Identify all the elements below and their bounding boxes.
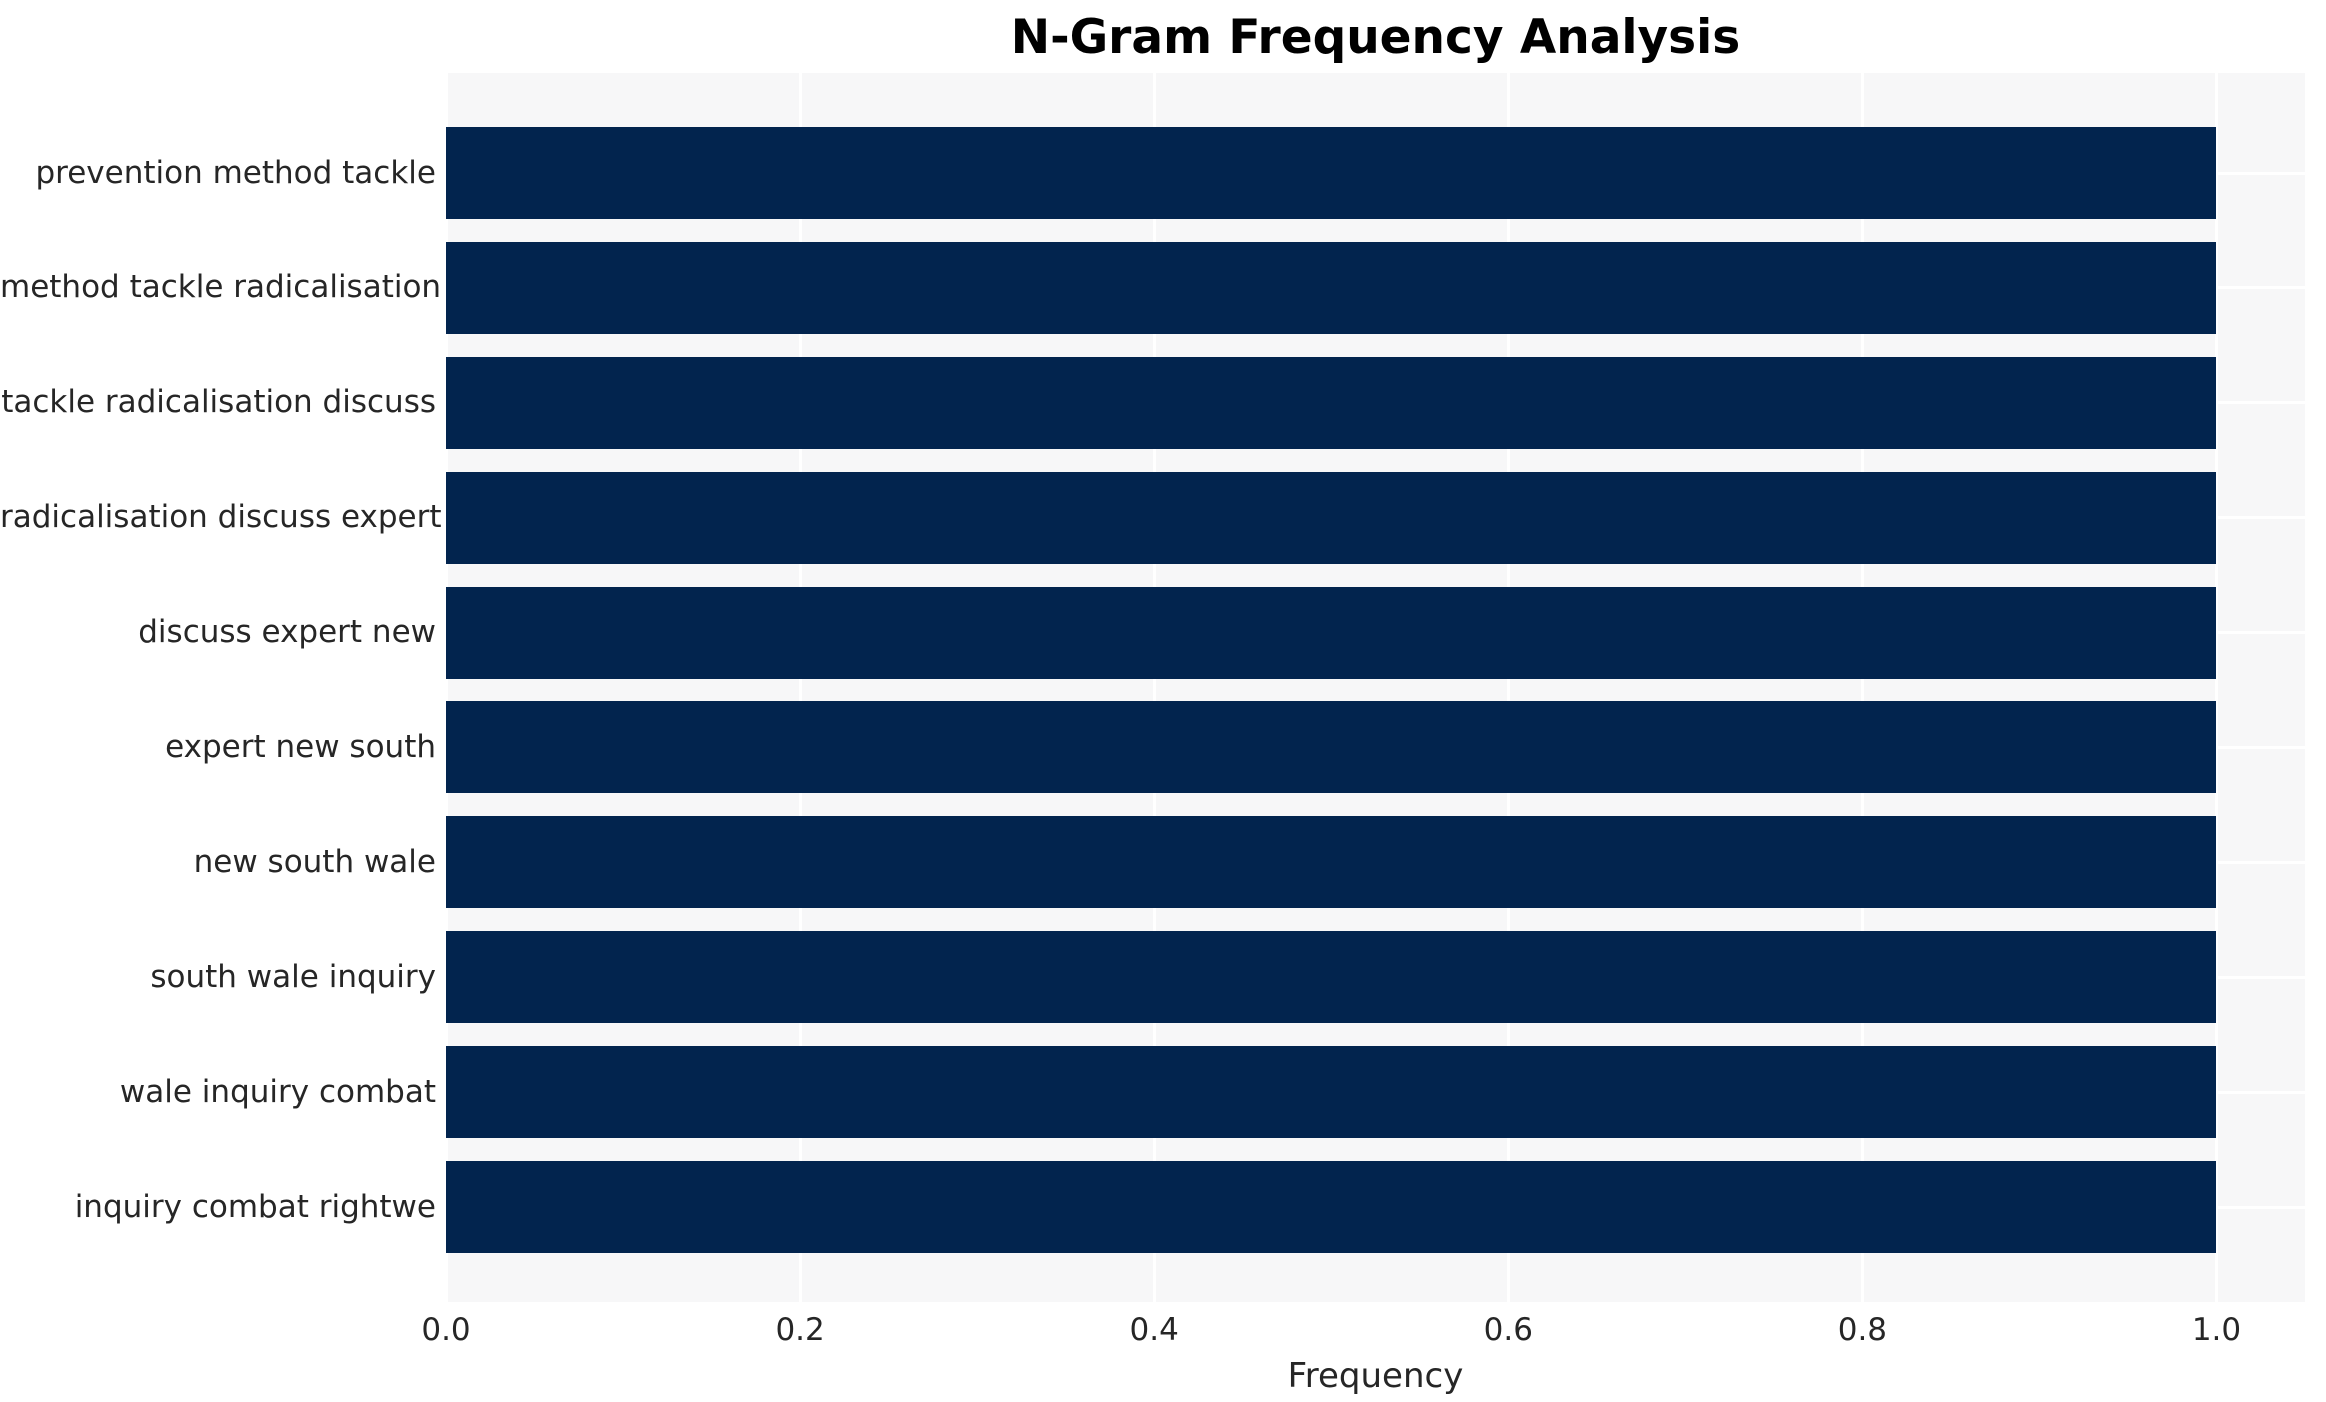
x-axis-label: Frequency bbox=[1287, 1356, 1464, 1396]
y-tick-label: prevention method tackle bbox=[35, 154, 436, 191]
y-tick-label: tackle radicalisation discuss bbox=[1, 384, 436, 421]
bar-6 bbox=[446, 816, 2217, 909]
y-tick-label: expert new south bbox=[165, 728, 436, 765]
x-tick-label: 1.0 bbox=[2191, 1312, 2242, 1348]
x-gridline bbox=[1152, 73, 1156, 1302]
x-tick-label: 0.6 bbox=[1483, 1312, 1533, 1348]
chart-title: N-Gram Frequency Analysis bbox=[1010, 9, 1741, 65]
y-tick-label: new south wale bbox=[193, 843, 436, 880]
y-axis-labels: prevention method tackle method tackle ra… bbox=[0, 73, 442, 1302]
bar-3 bbox=[446, 471, 2217, 564]
bar-2 bbox=[446, 356, 2217, 449]
plot-area bbox=[444, 73, 2305, 1302]
bar-9 bbox=[446, 1161, 2217, 1253]
y-tick-label: wale inquiry combat bbox=[119, 1073, 436, 1110]
x-gridline bbox=[1506, 73, 1510, 1302]
x-tick-label: 0.0 bbox=[421, 1312, 471, 1348]
bar-8 bbox=[446, 1046, 2217, 1139]
y-tick-label: discuss expert new bbox=[138, 614, 436, 651]
y-tick-label: method tackle radicalisation bbox=[0, 269, 442, 306]
x-gridline bbox=[1860, 73, 1864, 1302]
x-gridline bbox=[444, 73, 448, 1302]
x-tick-label: 0.8 bbox=[1837, 1312, 1888, 1348]
bar-7 bbox=[446, 931, 2217, 1024]
x-tick-label: 0.2 bbox=[775, 1312, 825, 1348]
x-axis-ticks: 0.0 0.2 0.4 0.6 0.8 1.0 bbox=[421, 1312, 2305, 1352]
x-gridline bbox=[798, 73, 802, 1302]
bar-5 bbox=[446, 701, 2217, 794]
y-tick-label: radicalisation discuss expert bbox=[0, 499, 442, 536]
bar-4 bbox=[446, 586, 2217, 679]
x-tick-label: 0.4 bbox=[1129, 1312, 1179, 1348]
bar-1 bbox=[446, 241, 2217, 334]
y-tick-label: inquiry combat rightwe bbox=[74, 1188, 436, 1225]
bar-0 bbox=[446, 127, 2217, 219]
x-gridline bbox=[2214, 73, 2218, 1302]
y-tick-label: south wale inquiry bbox=[150, 958, 436, 995]
